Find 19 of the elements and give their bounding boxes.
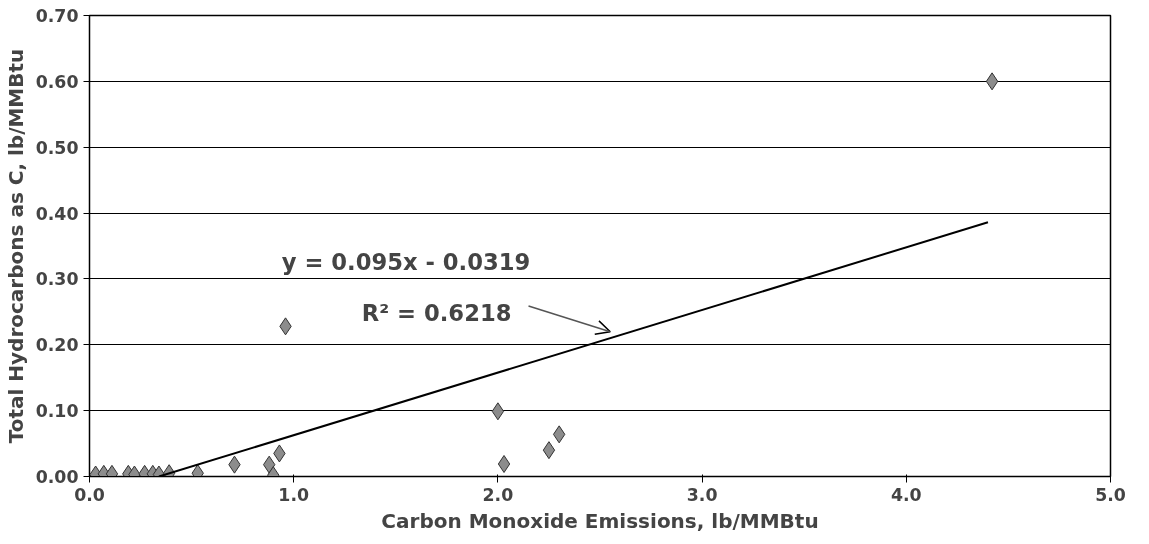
- annotation: R² = 0.6218: [361, 299, 512, 326]
- point: [985, 72, 999, 91]
- y-tick-label: 0.10: [35, 401, 79, 422]
- y-tick-label: 0.00: [35, 467, 79, 487]
- y-tick-label: 0.20: [35, 335, 79, 356]
- x-tick-label: 2.0: [482, 484, 514, 505]
- y-tick-label: 0.60: [35, 71, 79, 92]
- y-tick-label: 0.70: [35, 6, 79, 26]
- y-axis-title: Total Hydrocarbons as C, lb/MMBtu: [3, 48, 28, 444]
- annotation: y = 0.095x - 0.0319: [281, 249, 531, 276]
- x-tick-label: 3.0: [686, 484, 718, 505]
- y-tick-label: 0.30: [35, 269, 79, 290]
- x-tick-label: 4.0: [890, 484, 922, 505]
- x-tick-label: 5.0: [1095, 484, 1126, 505]
- y-tick-label: 0.50: [35, 137, 79, 158]
- x-tick-label: 0.0: [74, 484, 105, 505]
- y-tick-label: 0.40: [35, 203, 79, 224]
- x-tick-label: 1.0: [278, 484, 310, 505]
- x-axis-title: Carbon Monoxide Emissions, lb/MMBtu: [381, 508, 819, 533]
